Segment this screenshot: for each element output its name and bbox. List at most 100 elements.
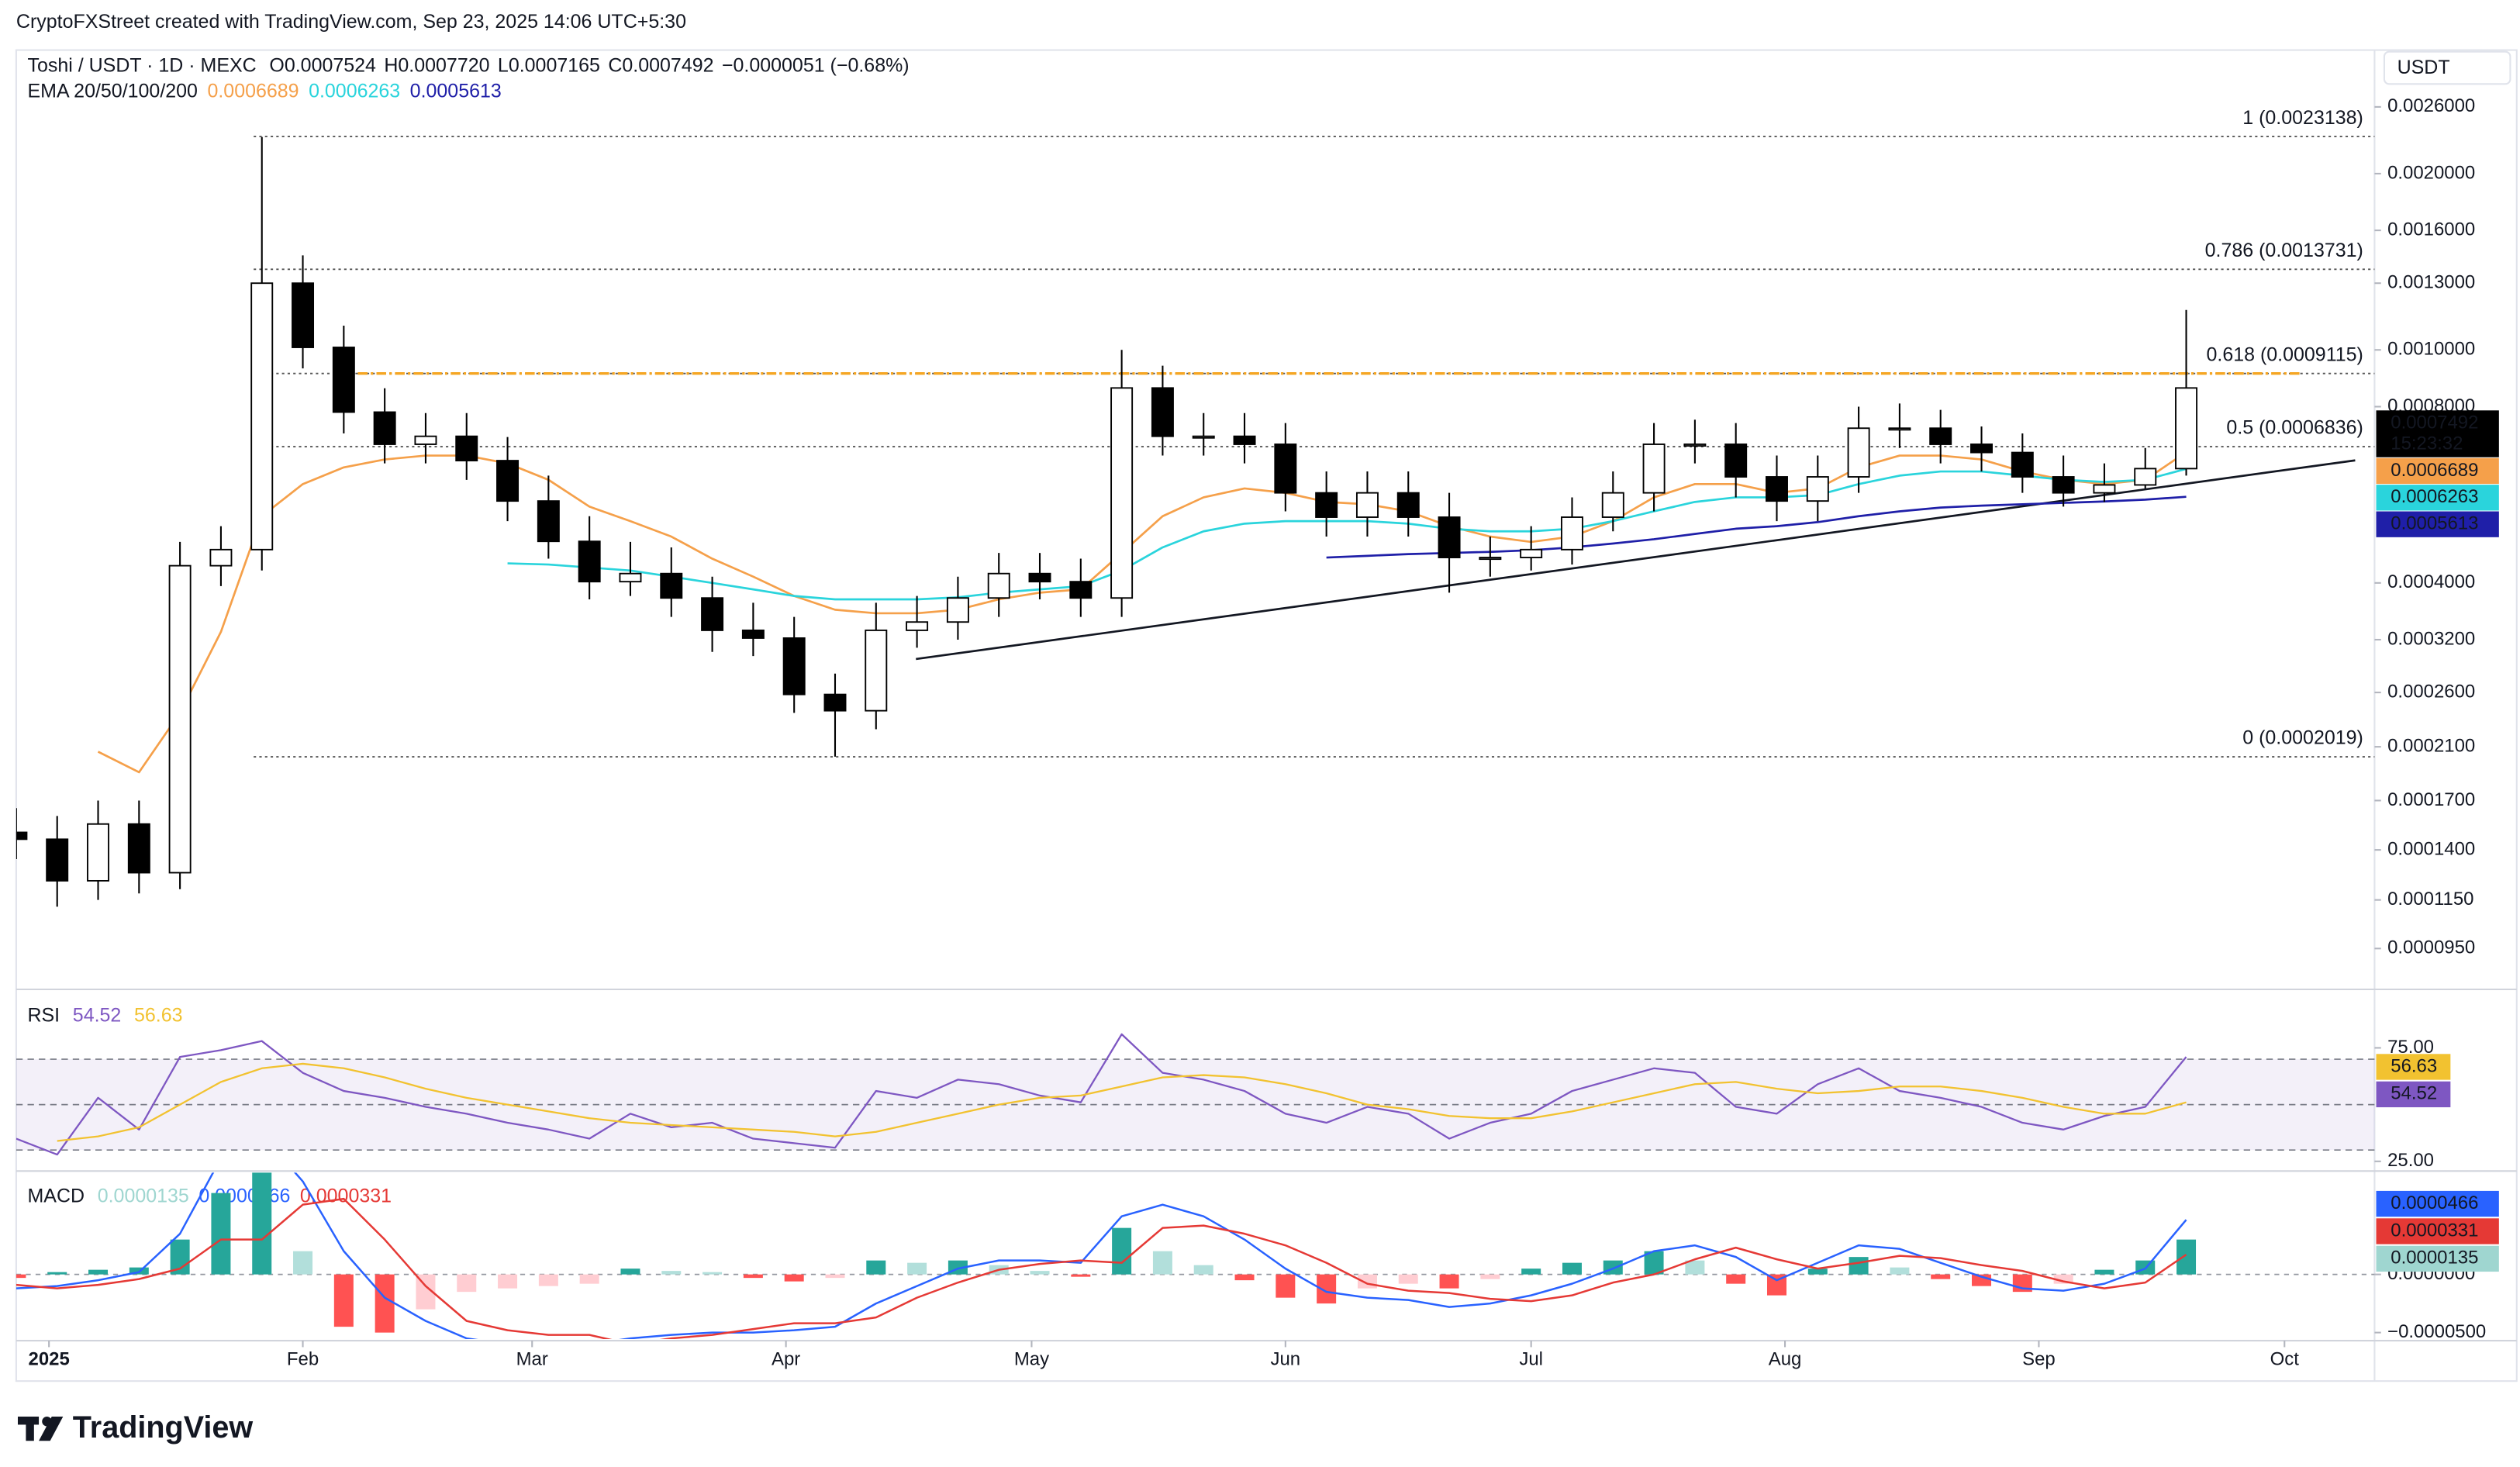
candle-body xyxy=(2134,468,2157,486)
x-tick-label: Jun xyxy=(1271,1348,1301,1369)
rsi-value: 54.52 xyxy=(73,1004,122,1026)
macd-histogram-bar xyxy=(825,1274,845,1279)
macd-histogram-bar xyxy=(47,1272,67,1275)
y-tick-label: 0.0001150 xyxy=(2387,889,2473,910)
candle-body xyxy=(1847,427,1870,478)
macd-histogram-bar xyxy=(293,1251,313,1275)
macd-tag-label: 0.0000331 xyxy=(2391,1220,2478,1241)
macd-histogram-bar xyxy=(1931,1274,1951,1279)
candle-body xyxy=(496,460,520,502)
ema-tag-label: 0.0005613 xyxy=(2391,513,2478,534)
macd-histogram-bar xyxy=(16,1274,26,1279)
macd-tag-label: 0.0000135 xyxy=(2391,1248,2478,1269)
ohlc-close: C0.0007492 xyxy=(608,54,713,76)
candle-body xyxy=(1806,476,1829,502)
currency-button[interactable] xyxy=(2383,50,2511,85)
y-tick-label: 0.0003200 xyxy=(2387,628,2475,649)
candle-body xyxy=(1929,427,1952,445)
rsi-tag xyxy=(2376,1054,2451,1080)
candle-body xyxy=(2175,387,2198,470)
macd-histogram-bar xyxy=(1152,1251,1172,1275)
candle-body xyxy=(414,435,437,445)
change: −0.0000051 (−0.68%) xyxy=(722,54,910,76)
macd-histogram-bar xyxy=(2094,1269,2114,1275)
candle-body xyxy=(2093,484,2116,494)
candle-body xyxy=(1355,492,1379,518)
candle-body xyxy=(168,564,192,874)
rsi-legend: RSI 54.52 56.63 xyxy=(27,1004,182,1026)
y-tick-label: 0.0016000 xyxy=(2387,219,2475,240)
y-tick-label: 0.0020000 xyxy=(2387,162,2475,183)
macd-histogram-bar xyxy=(1357,1274,1377,1289)
candle-body xyxy=(1396,492,1420,518)
macd-histogram-bar xyxy=(907,1262,927,1275)
last-price-label: 0.0007492 xyxy=(2391,412,2478,433)
macd-histogram-bar xyxy=(333,1274,354,1327)
macd-histogram-bar xyxy=(252,1172,272,1275)
brand-logo: TradingView xyxy=(17,1410,253,1445)
attribution: CryptoFXStreet created with TradingView.… xyxy=(16,11,686,33)
fib-label: 0.5 (0.0006836) xyxy=(2226,417,2363,439)
macd-histogram-bar xyxy=(1890,1267,1910,1275)
candle-body xyxy=(1438,516,1461,558)
candle-body xyxy=(2052,476,2075,494)
macd-histogram-bar xyxy=(866,1260,886,1275)
ema-tag xyxy=(2376,485,2499,511)
candle-body xyxy=(701,597,724,631)
candle-body xyxy=(946,597,969,623)
candle-body xyxy=(292,282,315,348)
macd-line xyxy=(16,1172,2187,1340)
ohlc-high: H0.0007720 xyxy=(384,54,489,76)
logo-stem xyxy=(26,1417,34,1441)
candle-body xyxy=(1233,435,1256,445)
macd-hist-value: 0.0000135 xyxy=(98,1185,189,1206)
rsi-line xyxy=(16,1033,2187,1156)
y-tick-label: 0.0000950 xyxy=(2387,937,2475,958)
candle-body xyxy=(1520,548,1543,558)
macd-pane xyxy=(16,1172,2375,1340)
macd-histogram-bar xyxy=(1480,1274,1500,1279)
candle-body xyxy=(1560,516,1583,551)
candle-body xyxy=(578,540,601,583)
macd-histogram-bar xyxy=(579,1274,599,1284)
y-tick-label: 75.00 xyxy=(2387,1037,2434,1058)
ema-legend: EMA 20/50/100/200 0.0006689 0.0006263 0.000… xyxy=(27,80,501,102)
candle-body xyxy=(16,831,28,841)
macd-histogram-bar xyxy=(1276,1274,1296,1298)
countdown-label: 15:23:32 xyxy=(2391,433,2463,454)
candle-body xyxy=(1192,435,1215,439)
macd-histogram-bar xyxy=(457,1274,477,1293)
ohlc-open: O0.0007524 xyxy=(269,54,376,76)
candle-body xyxy=(46,838,69,882)
macd-histogram-bar xyxy=(2053,1274,2073,1284)
x-tick-label: Mar xyxy=(516,1348,548,1369)
rsi-pane xyxy=(16,1033,2375,1156)
candle-body xyxy=(2011,451,2034,478)
ema-line xyxy=(507,468,2187,601)
candle-body xyxy=(1724,444,1748,478)
candle-body xyxy=(1028,572,1051,583)
macd-histogram-bar xyxy=(498,1274,518,1289)
ema-line xyxy=(1326,495,2187,559)
candle-body xyxy=(619,572,642,583)
y-tick-label: 0.0013000 xyxy=(2387,272,2475,293)
y-tick-label: 0.0004000 xyxy=(2387,571,2475,592)
macd-tag-label: 0.0000466 xyxy=(2391,1193,2478,1213)
price-pane xyxy=(16,136,2375,907)
currency-button-label[interactable]: USDT xyxy=(2397,57,2450,78)
candle-body xyxy=(1766,476,1788,502)
y-tick-label: 25.00 xyxy=(2387,1150,2434,1171)
macd-histogram-bar xyxy=(661,1271,682,1275)
candle-body xyxy=(1683,444,1707,447)
candle-body xyxy=(250,282,274,551)
candle-body xyxy=(865,629,888,712)
macd-label: MACD xyxy=(27,1185,85,1206)
y-tick-label: 0.0002600 xyxy=(2387,681,2475,702)
candle-body xyxy=(906,621,929,631)
candle-body xyxy=(1642,444,1666,494)
macd-histogram-bar xyxy=(1562,1262,1582,1275)
macd-histogram-bar xyxy=(1071,1274,1091,1277)
macd-histogram-bar xyxy=(1644,1251,1664,1275)
ema-value: 0.0005613 xyxy=(410,80,502,102)
